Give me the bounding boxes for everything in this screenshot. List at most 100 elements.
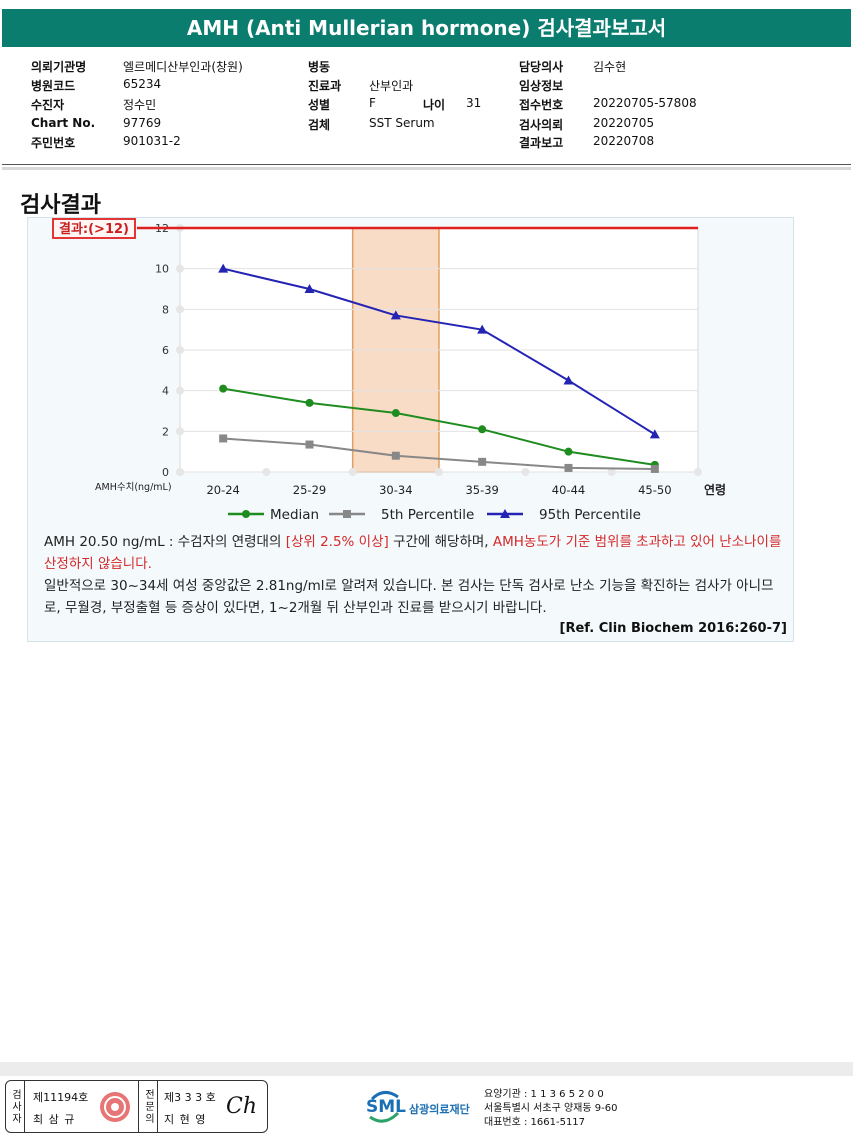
info-label: 결과보고 <box>519 136 564 150</box>
data-point <box>391 451 400 460</box>
desc-warning: AMH농도가 기준 범위를 초과하고 있어 난소나이를 산정하지 않습니다. <box>44 534 782 572</box>
desc-highlight: [상위 2.5% 이상] <box>285 534 389 550</box>
reviewer-label-text: 전문의 <box>142 1088 154 1125</box>
info-value: 산부인과 <box>369 79 414 93</box>
data-point <box>563 375 574 385</box>
x-tick-label: 30-34 <box>379 483 412 497</box>
reviewer-no: 제3 3 3 호 <box>164 1091 216 1104</box>
x-tick-dot <box>607 468 616 476</box>
divider <box>2 164 851 165</box>
info-value: 20220705 <box>593 116 655 130</box>
info-value: 정수민 <box>123 98 157 112</box>
inspector-no: 제11194호 <box>33 1091 89 1104</box>
reference: [Ref. Clin Biochem 2016:260-7] <box>559 621 787 636</box>
data-point <box>305 398 314 407</box>
info-label: 임상정보 <box>519 79 564 93</box>
amh-chart: 02468101220-2425-2930-3435-3940-4445-50연… <box>52 218 726 523</box>
logo-swirl-icon <box>369 1091 400 1123</box>
signature: Ch <box>226 1094 258 1119</box>
info-label: 성별 <box>308 98 331 112</box>
y-tick-label: 8 <box>162 303 169 316</box>
info-label: 접수번호 <box>519 98 564 112</box>
description-paragraph-2: 일반적으로 30~34세 여성 중앙값은 2.81ng/ml로 알려져 있습니다… <box>44 578 774 616</box>
series-line-95th-percentile <box>222 267 656 436</box>
contact-line: 요양기관 : 1 1 3 6 5 2 0 0 <box>484 1089 604 1100</box>
inspector-label: 검사자 <box>6 1081 25 1132</box>
y-tick-label: 4 <box>162 385 169 398</box>
y-axis-label: AMH수치(ng/mL) <box>95 481 172 493</box>
logo-text: SML <box>366 1097 406 1117</box>
data-point <box>477 324 488 334</box>
x-tick-dot <box>262 468 271 476</box>
y-tick-label: 10 <box>155 263 169 276</box>
info-value: 65234 <box>123 77 162 91</box>
info-value: F <box>369 96 376 110</box>
x-tick-label: 20-24 <box>206 483 239 497</box>
y-tick-label: 6 <box>162 344 169 357</box>
data-point <box>305 440 314 449</box>
y-tick-label: 0 <box>162 466 169 479</box>
legend-label: Median <box>270 507 319 523</box>
contact-info: 요양기관 : 1 1 3 6 5 2 0 0 서울특별시 서초구 양재동 9-6… <box>484 1088 617 1130</box>
info-value: 20220708 <box>593 134 655 148</box>
data-point <box>390 310 401 320</box>
contact-line: 대표번호 : 1661-5117 <box>484 1117 586 1128</box>
x-tick-dot <box>694 468 702 476</box>
info-label: 주민번호 <box>31 136 76 150</box>
seal-icon <box>100 1092 130 1122</box>
reviewer-name: 지 현 영 <box>164 1113 207 1126</box>
info-label: 병동 <box>308 60 331 74</box>
series-line-median <box>223 387 655 466</box>
data-point <box>650 464 659 473</box>
legend-marker <box>242 510 250 518</box>
x-axis-label: 연령 <box>704 482 726 497</box>
info-value: 97769 <box>123 116 162 130</box>
legend-label: 5th Percentile <box>381 507 474 523</box>
desc-text: AMH 20.50 ng/mL : 수검자의 연령대의 <box>44 534 286 550</box>
legend-marker <box>500 509 510 518</box>
reviewer-label: 전문의 <box>138 1081 158 1132</box>
y-tick-dot <box>176 386 184 395</box>
result-label: 결과:(>12) <box>59 221 129 237</box>
section-title: 검사결과 <box>20 193 101 218</box>
data-point <box>478 457 487 466</box>
y-tick-label: 2 <box>162 425 169 438</box>
info-label: 병원코드 <box>31 79 76 93</box>
signature-box: 검사자 제11194호 최 삼 규 전문의 제3 3 3 호 지 현 영 Ch <box>5 1080 268 1133</box>
x-tick-dot <box>521 468 530 476</box>
info-label: Chart No. <box>31 116 96 130</box>
info-value: 901031-2 <box>123 134 181 148</box>
data-point <box>564 447 573 456</box>
y-tick-dot <box>176 346 184 354</box>
x-tick-dot <box>348 468 357 476</box>
data-point <box>219 434 228 443</box>
info-label: 진료과 <box>308 79 342 93</box>
info-label: 의뢰기관명 <box>31 60 87 74</box>
data-point <box>304 284 315 293</box>
data-point <box>478 425 487 434</box>
contact-line: 서울특별시 서초구 양재동 9-60 <box>484 1103 618 1114</box>
x-tick-label: 45-50 <box>638 483 671 497</box>
data-point <box>649 429 660 439</box>
info-value: 김수현 <box>593 60 627 74</box>
age-label: 나이 <box>423 98 446 112</box>
divider <box>2 167 851 170</box>
org-name: 삼광의료재단 <box>409 1103 470 1116</box>
data-point <box>391 409 400 418</box>
x-tick-dot <box>176 468 184 476</box>
report-title: AMH (Anti Mullerian hormone) 검사결과보고서 <box>2 9 851 47</box>
info-value: SST Serum <box>369 116 435 130</box>
inspector-name: 최 삼 규 <box>33 1113 76 1126</box>
x-tick-label: 35-39 <box>465 483 498 497</box>
data-point <box>564 463 573 472</box>
inspector-label-text: 검사자 <box>9 1088 21 1125</box>
result-label-box <box>52 218 136 239</box>
result-description: AMH 20.50 ng/mL : 수검자의 연령대의 [상위 2.5% 이상]… <box>44 531 789 619</box>
x-tick-dot <box>435 468 443 476</box>
legend-label: 95th Percentile <box>539 507 641 523</box>
legend-marker <box>343 510 351 518</box>
info-label: 검사의뢰 <box>519 118 564 132</box>
data-point <box>218 263 229 273</box>
info-value: 20220705-57808 <box>593 96 697 110</box>
x-tick-label: 25-29 <box>293 483 326 497</box>
